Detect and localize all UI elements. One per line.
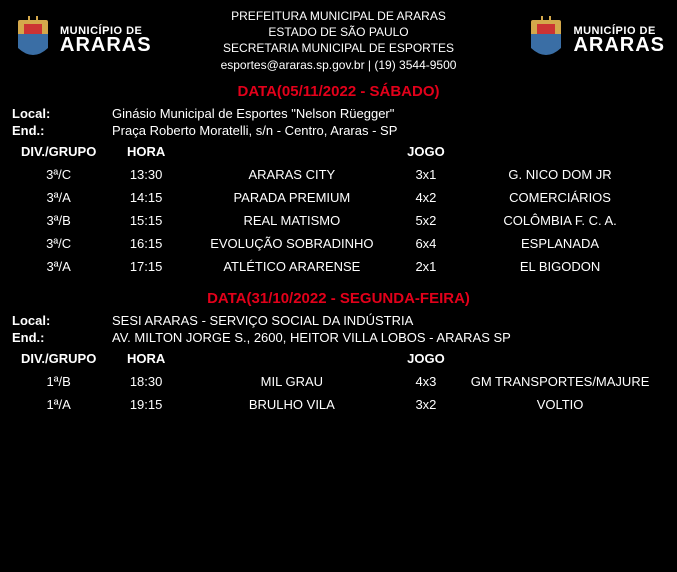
cell-score: 6x4 [397, 232, 455, 255]
table-header-row: DIV./GRUPO HORA JOGO [12, 347, 665, 370]
cell-score: 3x2 [397, 393, 455, 416]
logo-left: MUNICÍPIO DE ARARAS [12, 16, 152, 64]
cell-dg: 3ª/B [12, 209, 105, 232]
cell-hora: 16:15 [105, 232, 187, 255]
crest-icon [12, 16, 54, 64]
date-heading: DATA(05/11/2022 - SÁBADO) [12, 83, 665, 100]
table-row: 1ª/B 18:30 MIL GRAU 4x3 GM TRANSPORTES/M… [12, 370, 665, 393]
col-jogo: JOGO [187, 140, 665, 163]
local-row: Local:Ginásio Municipal de Esportes "Nel… [12, 106, 665, 121]
sections-root: DATA(05/11/2022 - SÁBADO)Local:Ginásio M… [12, 83, 665, 416]
cell-away: G. NICO DOM JR [455, 163, 665, 186]
cell-away: COMERCIÁRIOS [455, 186, 665, 209]
cell-score: 5x2 [397, 209, 455, 232]
cell-hora: 18:30 [105, 370, 187, 393]
cell-dg: 1ª/A [12, 393, 105, 416]
cell-home: ARARAS CITY [187, 163, 397, 186]
logo-text-right: MUNICÍPIO DE ARARAS [573, 26, 665, 55]
cell-home: MIL GRAU [187, 370, 397, 393]
col-dg: DIV./GRUPO [12, 140, 105, 163]
cell-dg: 3ª/A [12, 186, 105, 209]
cell-hora: 17:15 [105, 255, 187, 278]
schedule-section: DATA(31/10/2022 - SEGUNDA-FEIRA) Local:SE… [12, 290, 665, 416]
logo-text-left: MUNICÍPIO DE ARARAS [60, 26, 152, 55]
cell-hora: 14:15 [105, 186, 187, 209]
table-row: 3ª/B 15:15 REAL MATISMO 5x2 COLÔMBIA F. … [12, 209, 665, 232]
end-value: Praça Roberto Moratelli, s/n - Centro, A… [112, 123, 665, 138]
col-jogo: JOGO [187, 347, 665, 370]
table-row: 3ª/A 14:15 PARADA PREMIUM 4x2 COMERCIÁRI… [12, 186, 665, 209]
header-center: PREFEITURA MUNICIPAL DE ARARAS ESTADO DE… [152, 8, 526, 73]
table-row: 1ª/A 19:15 BRULHO VILA 3x2 VOLTIO [12, 393, 665, 416]
cell-away: COLÔMBIA F. C. A. [455, 209, 665, 232]
cell-away: VOLTIO [455, 393, 665, 416]
header-center-line: ESTADO DE SÃO PAULO [160, 24, 518, 40]
games-table: DIV./GRUPO HORA JOGO 1ª/B 18:30 MIL GRAU… [12, 347, 665, 416]
end-row: End.:Praça Roberto Moratelli, s/n - Cent… [12, 123, 665, 138]
cell-away: ESPLANADA [455, 232, 665, 255]
header-center-line: SECRETARIA MUNICIPAL DE ESPORTES [160, 40, 518, 56]
cell-hora: 13:30 [105, 163, 187, 186]
cell-hora: 19:15 [105, 393, 187, 416]
cell-home: EVOLUÇÃO SOBRADINHO [187, 232, 397, 255]
table-row: 3ª/C 16:15 EVOLUÇÃO SOBRADINHO 6x4 ESPLA… [12, 232, 665, 255]
cell-dg: 3ª/A [12, 255, 105, 278]
cell-dg: 3ª/C [12, 163, 105, 186]
cell-home: BRULHO VILA [187, 393, 397, 416]
local-value: SESI ARARAS - SERVIÇO SOCIAL DA INDÚSTRI… [112, 313, 665, 328]
end-label: End.: [12, 330, 112, 345]
date-heading: DATA(31/10/2022 - SEGUNDA-FEIRA) [12, 290, 665, 307]
col-hora: HORA [105, 347, 187, 370]
cell-home: ATLÉTICO ARARENSE [187, 255, 397, 278]
header-center-line: esportes@araras.sp.gov.br | (19) 3544-95… [160, 57, 518, 73]
col-hora: HORA [105, 140, 187, 163]
games-table: DIV./GRUPO HORA JOGO 3ª/C 13:30 ARARAS C… [12, 140, 665, 278]
local-label: Local: [12, 313, 112, 328]
end-label: End.: [12, 123, 112, 138]
cell-hora: 15:15 [105, 209, 187, 232]
cell-home: REAL MATISMO [187, 209, 397, 232]
logo-line2: ARARAS [60, 36, 152, 55]
end-value: AV. MILTON JORGE S., 2600, HEITOR VILLA … [112, 330, 665, 345]
table-header-row: DIV./GRUPO HORA JOGO [12, 140, 665, 163]
cell-score: 4x2 [397, 186, 455, 209]
cell-dg: 3ª/C [12, 232, 105, 255]
cell-away: EL BIGODON [455, 255, 665, 278]
table-row: 3ª/C 13:30 ARARAS CITY 3x1 G. NICO DOM J… [12, 163, 665, 186]
end-row: End.:AV. MILTON JORGE S., 2600, HEITOR V… [12, 330, 665, 345]
cell-dg: 1ª/B [12, 370, 105, 393]
header-center-line: PREFEITURA MUNICIPAL DE ARARAS [160, 8, 518, 24]
local-row: Local:SESI ARARAS - SERVIÇO SOCIAL DA IN… [12, 313, 665, 328]
logo-right: MUNICÍPIO DE ARARAS [525, 16, 665, 64]
schedule-section: DATA(05/11/2022 - SÁBADO) Local:Ginásio M… [12, 83, 665, 278]
logo-line2: ARARAS [573, 36, 665, 55]
page-header: MUNICÍPIO DE ARARAS PREFEITURA MUNICIPAL… [12, 8, 665, 73]
cell-home: PARADA PREMIUM [187, 186, 397, 209]
cell-score: 4x3 [397, 370, 455, 393]
cell-score: 3x1 [397, 163, 455, 186]
col-dg: DIV./GRUPO [12, 347, 105, 370]
local-label: Local: [12, 106, 112, 121]
cell-score: 2x1 [397, 255, 455, 278]
table-row: 3ª/A 17:15 ATLÉTICO ARARENSE 2x1 EL BIGO… [12, 255, 665, 278]
cell-away: GM TRANSPORTES/MAJURE [455, 370, 665, 393]
local-value: Ginásio Municipal de Esportes "Nelson Rü… [112, 106, 665, 121]
crest-icon [525, 16, 567, 64]
